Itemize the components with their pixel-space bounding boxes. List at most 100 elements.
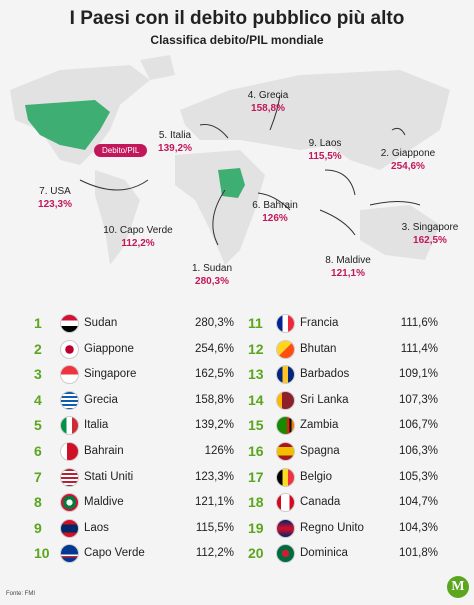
table-row: 19 Regno Unito 104,3% xyxy=(248,518,438,538)
debt-value: 158,8% xyxy=(194,393,234,406)
rank: 18 xyxy=(248,494,264,511)
debt-value: 123,3% xyxy=(38,199,72,210)
rank: 5 xyxy=(34,417,42,434)
debt-value: 254,6% xyxy=(391,161,425,172)
debt-value: 111,4% xyxy=(400,342,438,355)
rank: 14 xyxy=(248,391,264,408)
table-row: 11 Francia 111,6% xyxy=(248,314,438,333)
map-label: 1. Sudan 280,3% xyxy=(192,262,232,288)
debt-value: 115,5% xyxy=(195,521,234,534)
legend-pill: Debito/PIL xyxy=(94,144,148,157)
map-label: 4. Grecia 158,8% xyxy=(248,89,289,115)
title: I Paesi con il debito pubblico più alto xyxy=(69,8,405,29)
country: Capo Verde xyxy=(84,547,145,560)
flag xyxy=(60,390,79,410)
table-row: 16 Spagna 106,3% xyxy=(248,442,438,461)
continents xyxy=(10,55,450,265)
rank: 17 xyxy=(248,468,264,485)
map-label: 5. Italia 139,2% xyxy=(158,129,192,155)
rank: 19 xyxy=(248,519,264,536)
flag xyxy=(60,518,79,538)
debt-value: 280,3% xyxy=(195,276,229,287)
world-map xyxy=(10,55,450,265)
source: Fonte: FMI xyxy=(6,591,36,597)
table-row: 9 Laos 115,5% xyxy=(34,518,234,538)
table-row: 3 Singapore 162,5% xyxy=(34,365,234,385)
rank: 15 xyxy=(248,417,264,434)
rank: 9 xyxy=(34,519,42,536)
map-label: 10. Capo Verde 112,2% xyxy=(103,224,173,250)
country-name: 6. Bahrain xyxy=(252,200,298,211)
flag xyxy=(60,493,79,513)
debt-value: 104,7% xyxy=(398,496,438,509)
flag xyxy=(276,365,295,385)
flag xyxy=(276,467,295,487)
debt-value: 105,3% xyxy=(398,470,438,483)
country: Singapore xyxy=(84,368,137,381)
debt-value: 104,3% xyxy=(398,521,438,534)
table-row: 14 Sri Lanka 107,3% xyxy=(248,390,438,410)
subtitle: Classifica debito/PIL mondiale xyxy=(150,33,324,47)
rank: 1 xyxy=(34,315,42,331)
rank: 13 xyxy=(248,366,264,383)
country: Zambia xyxy=(300,419,339,432)
debt-value: 126% xyxy=(262,213,288,224)
debt-value: 107,3% xyxy=(398,393,438,406)
country-name: 5. Italia xyxy=(158,130,192,141)
table-row: 6 Bahrain 126% xyxy=(34,442,234,461)
debt-value: 162,5% xyxy=(194,368,234,381)
rank: 3 xyxy=(34,366,42,383)
table-row: 12 Bhutan 111,4% xyxy=(248,339,438,359)
map-label: 6. Bahrain 126% xyxy=(252,199,298,225)
table-row: 1 Sudan 280,3% xyxy=(34,314,234,333)
flag xyxy=(276,442,295,461)
country: Spagna xyxy=(300,445,340,457)
country-name: 1. Sudan xyxy=(191,263,233,274)
flag xyxy=(276,493,295,513)
debt-value: 115,5% xyxy=(308,151,342,162)
country: Bahrain xyxy=(84,445,124,457)
flag xyxy=(60,442,79,461)
arrows xyxy=(79,94,421,246)
country: Bhutan xyxy=(300,342,337,355)
map-label: 3. Singapore 162,5% xyxy=(402,221,459,247)
country: Laos xyxy=(84,521,109,534)
country: Sri Lanka xyxy=(300,393,349,406)
flag xyxy=(276,314,295,333)
rank: 10 xyxy=(34,545,50,562)
country: Grecia xyxy=(84,393,118,406)
table-row: 15 Zambia 106,7% xyxy=(248,416,438,436)
map-label: 2. Giappone 254,6% xyxy=(381,147,436,173)
debt-value: 158,8% xyxy=(251,103,285,114)
rank: 2 xyxy=(34,340,42,357)
rank: 20 xyxy=(248,545,264,562)
flag xyxy=(276,544,295,564)
table-row: 18 Canada 104,7% xyxy=(248,493,438,513)
country-name: 7. USA xyxy=(39,186,71,197)
flag xyxy=(60,339,79,359)
flag xyxy=(276,339,295,359)
debt-value: 254,6% xyxy=(194,342,234,355)
country: Maldive xyxy=(84,496,124,509)
flag xyxy=(60,544,79,564)
flag xyxy=(60,314,79,333)
country: Sudan xyxy=(84,317,118,329)
country-name: 9. Laos xyxy=(308,138,342,149)
rank: 12 xyxy=(248,340,264,357)
table-row: 5 Italia 139,2% xyxy=(34,416,234,436)
flag xyxy=(60,365,79,385)
debt-value: 112,2% xyxy=(121,238,155,249)
flag xyxy=(276,390,295,410)
table-row: 13 Barbados 109,1% xyxy=(248,365,438,385)
flag xyxy=(276,416,295,436)
country: Barbados xyxy=(300,368,350,381)
flag xyxy=(276,518,295,538)
table-row: 7 Stati Uniti 123,3% xyxy=(34,467,234,487)
debt-value: 106,7% xyxy=(398,419,438,432)
table-row: 10 Capo Verde 112,2% xyxy=(34,544,234,564)
country-name: 2. Giappone xyxy=(380,148,436,159)
country: Stati Uniti xyxy=(84,470,134,483)
rank: 16 xyxy=(248,443,264,459)
usa-highlight xyxy=(25,100,110,150)
